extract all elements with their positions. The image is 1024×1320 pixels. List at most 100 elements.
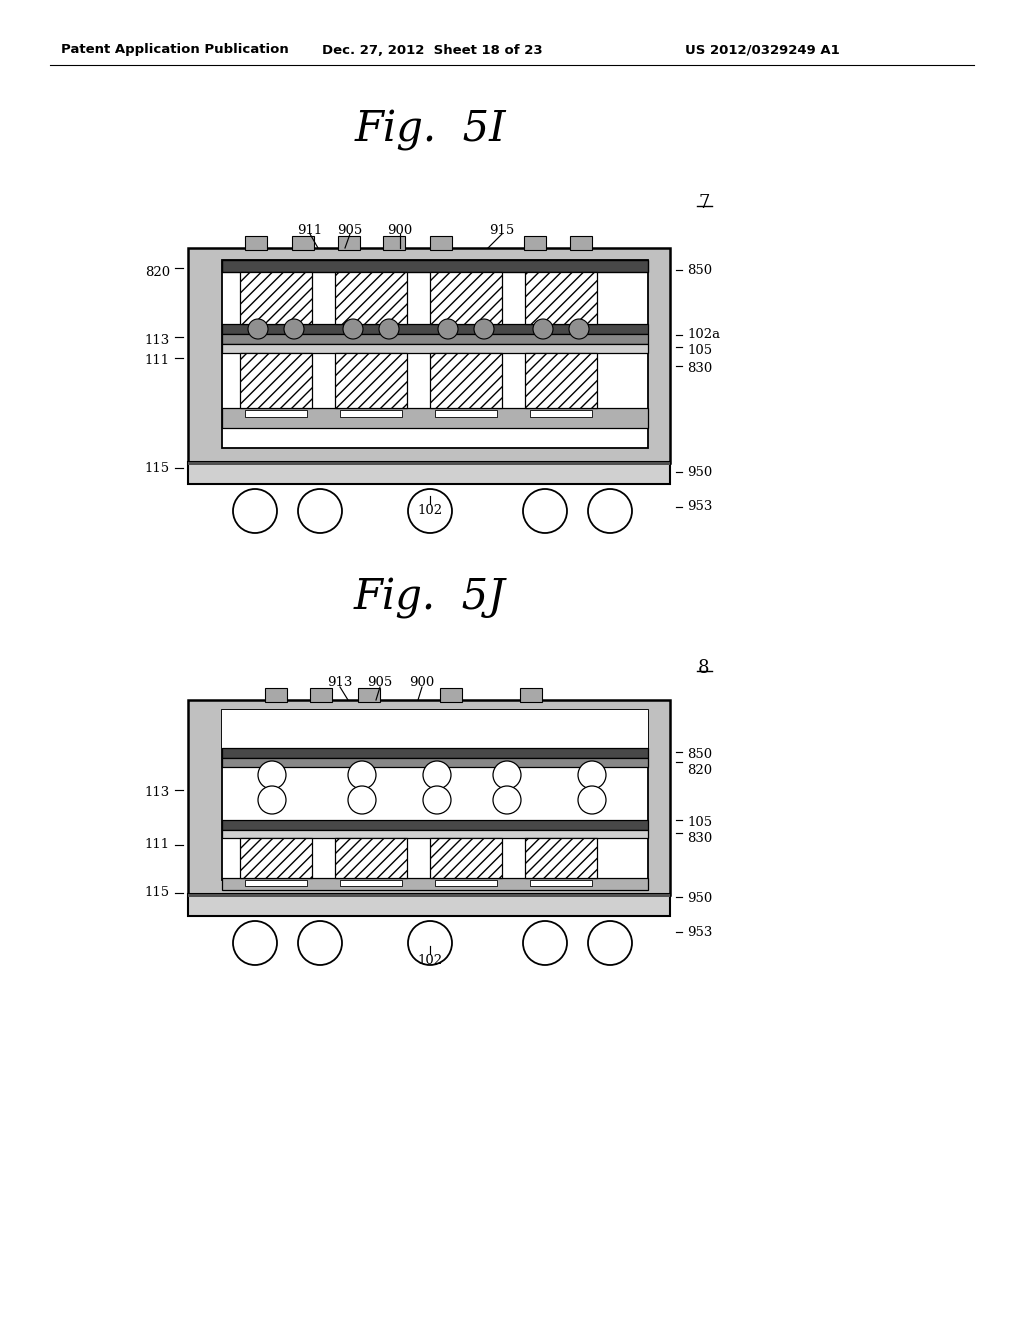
Ellipse shape	[578, 785, 606, 814]
Text: 820: 820	[144, 265, 170, 279]
Text: 111: 111	[144, 354, 170, 367]
Ellipse shape	[348, 762, 376, 789]
Bar	[245, 880, 307, 886]
Ellipse shape	[298, 488, 342, 533]
Ellipse shape	[248, 319, 268, 339]
Bar	[222, 748, 648, 758]
Ellipse shape	[493, 762, 521, 789]
Text: 102: 102	[418, 503, 442, 516]
Bar	[188, 894, 670, 916]
Text: 905: 905	[337, 223, 362, 236]
Bar	[222, 758, 648, 767]
Text: Patent Application Publication: Patent Application Publication	[61, 44, 289, 57]
Bar	[222, 323, 648, 334]
Ellipse shape	[474, 319, 494, 339]
Bar	[188, 894, 670, 898]
Bar	[340, 411, 402, 417]
Text: 900: 900	[410, 676, 434, 689]
Ellipse shape	[534, 319, 553, 339]
Bar	[222, 345, 648, 352]
Ellipse shape	[588, 921, 632, 965]
Bar	[430, 352, 502, 408]
Ellipse shape	[348, 785, 376, 814]
Ellipse shape	[523, 921, 567, 965]
Ellipse shape	[493, 785, 521, 814]
Bar	[435, 411, 497, 417]
Text: 115: 115	[144, 462, 170, 474]
Ellipse shape	[379, 319, 399, 339]
Bar	[430, 236, 452, 249]
Text: Fig.  5I: Fig. 5I	[354, 110, 506, 150]
Ellipse shape	[423, 785, 451, 814]
Bar	[440, 688, 462, 702]
Bar	[525, 838, 597, 878]
Text: 7: 7	[698, 194, 710, 213]
Bar	[430, 272, 502, 323]
Bar	[335, 838, 407, 878]
Bar	[292, 236, 314, 249]
Text: 915: 915	[489, 223, 515, 236]
Bar	[222, 830, 648, 838]
Bar	[430, 838, 502, 878]
Bar	[188, 462, 670, 465]
Text: 830: 830	[687, 362, 713, 375]
Bar	[530, 880, 592, 886]
Ellipse shape	[258, 785, 286, 814]
Text: Dec. 27, 2012  Sheet 18 of 23: Dec. 27, 2012 Sheet 18 of 23	[322, 44, 543, 57]
Text: 900: 900	[387, 223, 413, 236]
Text: 850: 850	[687, 264, 712, 276]
Bar	[310, 688, 332, 702]
Bar	[188, 248, 670, 463]
Text: 115: 115	[144, 887, 170, 899]
Text: 111: 111	[144, 838, 170, 851]
Ellipse shape	[408, 488, 452, 533]
Bar	[335, 352, 407, 408]
Bar	[188, 462, 670, 484]
Text: 113: 113	[144, 785, 170, 799]
Ellipse shape	[233, 488, 278, 533]
Bar	[240, 838, 312, 878]
Bar	[245, 411, 307, 417]
Bar	[335, 272, 407, 323]
Text: 850: 850	[687, 748, 712, 762]
Ellipse shape	[569, 319, 589, 339]
Ellipse shape	[233, 921, 278, 965]
Text: 105: 105	[687, 343, 712, 356]
Text: 8: 8	[698, 659, 710, 677]
Bar	[222, 710, 648, 880]
Text: 113: 113	[144, 334, 170, 346]
Ellipse shape	[438, 319, 458, 339]
Bar	[383, 236, 406, 249]
Ellipse shape	[298, 921, 342, 965]
Bar	[435, 880, 497, 886]
Bar	[240, 272, 312, 323]
Bar	[525, 272, 597, 323]
Ellipse shape	[578, 762, 606, 789]
Ellipse shape	[284, 319, 304, 339]
Ellipse shape	[408, 921, 452, 965]
Text: 820: 820	[687, 763, 712, 776]
Text: 830: 830	[687, 832, 713, 845]
Ellipse shape	[588, 488, 632, 533]
Ellipse shape	[343, 319, 362, 339]
Bar	[524, 236, 546, 249]
Bar	[240, 352, 312, 408]
Text: 950: 950	[687, 466, 713, 479]
Bar	[520, 688, 542, 702]
Bar	[222, 260, 648, 447]
Bar	[265, 688, 287, 702]
Ellipse shape	[523, 488, 567, 533]
Bar	[222, 408, 648, 428]
Bar	[340, 880, 402, 886]
Bar	[222, 820, 648, 830]
Bar	[222, 260, 648, 272]
Bar	[245, 236, 267, 249]
Text: 950: 950	[687, 891, 713, 904]
Bar	[188, 700, 670, 895]
Bar	[358, 688, 380, 702]
Ellipse shape	[423, 762, 451, 789]
Text: Fig.  5J: Fig. 5J	[354, 577, 506, 619]
Bar	[338, 236, 360, 249]
Text: 905: 905	[368, 676, 392, 689]
Bar	[570, 236, 592, 249]
